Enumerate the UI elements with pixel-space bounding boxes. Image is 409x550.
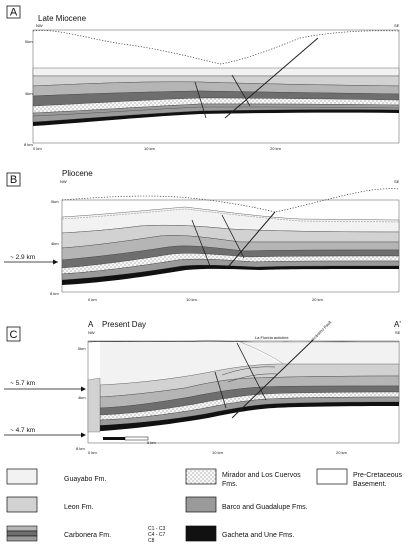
legend-label-basement-line1: Pre-Cretaceous bbox=[353, 472, 403, 479]
panel-c-guayabo-fill bbox=[100, 342, 285, 392]
panel-a-guayabo-layer bbox=[32, 67, 400, 77]
panel-b-depth-8: 8 km bbox=[50, 291, 59, 296]
panel-c-west-strip bbox=[87, 377, 101, 433]
panel-c-gacheta-layer bbox=[88, 402, 399, 432]
panel-c-anticline-horizon-1 bbox=[221, 366, 276, 376]
panel-b-guayabo-internal bbox=[61, 208, 400, 223]
panel-c-back-thrust bbox=[214, 371, 227, 409]
panel-a-dist-10: 10 km bbox=[144, 146, 156, 151]
panel-a-dist-0: 0 km bbox=[33, 146, 42, 151]
panel-a: A Late Miocene NW SE 0km 4km 8 km 0 km 1… bbox=[6, 5, 400, 151]
panel-a-depth-4: 4km bbox=[25, 91, 33, 96]
panel-c-anticline-label: La Florida anticline bbox=[255, 335, 289, 340]
panel-a-back-thrust bbox=[194, 81, 207, 119]
legend-carbonera-sub2: C4 - C7 bbox=[148, 532, 165, 538]
panel-a-letter-box bbox=[6, 5, 21, 19]
legend-swatch-barco bbox=[185, 496, 217, 513]
panel-a-nw-label: NW bbox=[36, 23, 43, 28]
panel-b-erosion-label: ~ 2.9 km bbox=[10, 254, 35, 261]
panel-c-dist-10: 10 km bbox=[212, 450, 224, 455]
legend-label-barco: Barco and Guadalupe Fms. bbox=[222, 504, 308, 511]
panel-a-letter: A bbox=[10, 7, 18, 19]
panel-c-dist-0: 0 km bbox=[88, 450, 97, 455]
panel-a-fault-splay bbox=[231, 74, 251, 107]
panel-c-upper-erosion-label: ~ 5.7 km bbox=[10, 380, 35, 387]
legend-label-basement-line2: Basement. bbox=[353, 481, 387, 488]
legend-swatch-guayabo bbox=[6, 468, 38, 485]
panel-c-depth-8: 8 km bbox=[76, 446, 85, 451]
panel-a-se-label: SE bbox=[394, 23, 400, 28]
legend: Guayabo Fm. Leon Fm. Carbonera Fm. C1 - … bbox=[6, 468, 403, 544]
panel-c-lower-erosion-arrowhead bbox=[81, 432, 86, 438]
panel-a-thin-horizon bbox=[32, 106, 400, 117]
panel-b: B Pliocene NW SE 0km 4km 8 km 0 km 10 km… bbox=[4, 169, 400, 302]
panel-b-letter-box bbox=[6, 172, 21, 187]
panel-c-scale-bar-black bbox=[103, 437, 125, 440]
panel-b-fault-splay bbox=[221, 214, 245, 259]
panel-a-gacheta-layer bbox=[33, 109, 399, 126]
panel-c: C A Present Day A' NW SE La Florida anti… bbox=[4, 319, 401, 455]
panel-c-se-label: SE bbox=[395, 330, 401, 335]
panel-b-dist-10: 10 km bbox=[186, 297, 198, 302]
legend-swatch-leon bbox=[6, 496, 38, 513]
panel-a-title: Late Miocene bbox=[38, 14, 87, 23]
panel-c-depth-4: 4km bbox=[78, 395, 86, 400]
panel-b-erosion-arrowhead bbox=[53, 259, 58, 265]
panel-c-nw-label: NW bbox=[88, 330, 95, 335]
panel-b-letter: B bbox=[10, 174, 17, 186]
panel-c-section-end: A' bbox=[394, 320, 401, 329]
panel-c-scale-bar-white bbox=[124, 436, 149, 441]
legend-label-mirador-line2: Fms. bbox=[222, 481, 238, 488]
legend-label-leon: Leon Fm. bbox=[64, 504, 94, 511]
legend-carbonera-sub3: C8 bbox=[148, 538, 155, 544]
panel-c-section-start: A bbox=[88, 320, 94, 329]
panel-c-lower-erosion-label: ~ 4.7 km bbox=[10, 427, 35, 434]
panel-c-fault-splay bbox=[236, 342, 267, 401]
panel-c-dist-20: 20 km bbox=[336, 450, 348, 455]
panel-b-depth-4: 4km bbox=[51, 241, 59, 246]
panel-a-depth-8: 8 km bbox=[24, 142, 33, 147]
panel-a-guaicaramo-fault bbox=[224, 37, 319, 119]
panel-c-letter: C bbox=[10, 329, 18, 341]
panel-a-depth-0: 0km bbox=[25, 39, 33, 44]
legend-swatch-mirador bbox=[185, 468, 217, 485]
panel-b-se-label: SE bbox=[394, 179, 400, 184]
panel-b-nw-label: NW bbox=[60, 179, 67, 184]
panel-b-title: Pliocene bbox=[62, 169, 93, 178]
panel-a-paleo-topography bbox=[32, 30, 400, 65]
panel-b-dist-0: 0 km bbox=[88, 297, 97, 302]
panel-b-dist-20: 20 km bbox=[312, 297, 324, 302]
panel-c-upper-erosion-arrowhead bbox=[81, 386, 86, 392]
legend-carbonera-sub1: C1 - C3 bbox=[148, 526, 165, 532]
panel-c-depth-0: 0km bbox=[78, 346, 86, 351]
panel-c-letter-box bbox=[6, 326, 21, 342]
panel-c-title: Present Day bbox=[102, 320, 146, 329]
panel-b-depth-0: 0km bbox=[51, 199, 59, 204]
panel-b-back-thrust bbox=[191, 219, 211, 267]
panel-c-scale-bar-label: 5 km bbox=[147, 440, 156, 445]
panel-c-anticline-horizon-2 bbox=[227, 373, 279, 383]
panel-a-dist-20: 20 km bbox=[270, 146, 282, 151]
panel-b-gacheta-layer bbox=[62, 265, 399, 285]
legend-label-mirador-line1: Mirador and Los Cuervos bbox=[222, 472, 301, 479]
panel-b-guaicaramo-fault bbox=[227, 211, 276, 268]
legend-label-gacheta: Gacheta and Une Fms. bbox=[222, 532, 294, 539]
legend-swatch-gacheta bbox=[185, 525, 217, 542]
legend-swatch-carbonera bbox=[6, 525, 38, 542]
panel-c-guaicaramo-fault bbox=[231, 339, 314, 419]
legend-swatch-basement bbox=[316, 468, 348, 485]
legend-label-carbonera: Carbonera Fm. bbox=[64, 532, 111, 539]
legend-label-guayabo: Guayabo Fm. bbox=[64, 476, 106, 483]
